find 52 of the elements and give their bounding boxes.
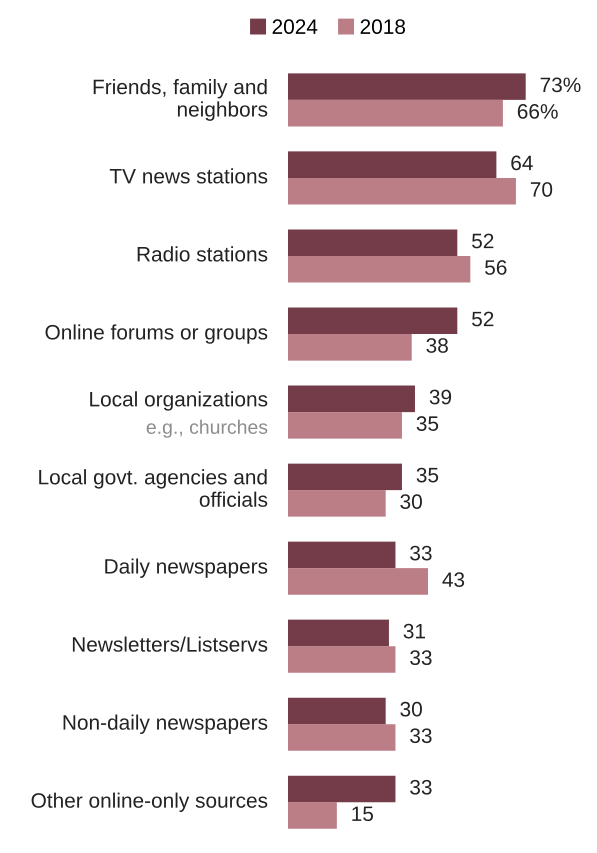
legend-label: 2024	[272, 19, 318, 34]
bar	[288, 256, 470, 283]
bar	[288, 100, 503, 126]
data-label: 66%	[518, 104, 558, 119]
data-label: 35	[416, 468, 438, 482]
data-label: 56	[485, 260, 506, 275]
bar	[288, 776, 396, 802]
bar	[288, 178, 516, 204]
data-label: 70	[530, 182, 552, 197]
bar	[288, 724, 396, 751]
bar	[288, 542, 396, 568]
data-label: 33	[410, 650, 432, 666]
y-tick-label: Local govt. agencies and officials	[39, 469, 268, 507]
bar	[288, 568, 428, 595]
data-label: 35	[416, 416, 438, 431]
y-tick-label: Other online-only sources	[32, 792, 268, 812]
bar	[288, 490, 386, 517]
bar	[288, 334, 412, 361]
bar	[288, 698, 386, 724]
bar	[288, 412, 402, 439]
bar	[288, 620, 389, 646]
bar	[288, 802, 337, 829]
bar	[288, 229, 458, 256]
data-label: 39	[430, 390, 452, 404]
data-label: 30	[400, 494, 422, 509]
bar	[288, 646, 396, 673]
legend-label: 2018	[360, 19, 406, 34]
bar	[288, 308, 458, 334]
data-label: 15	[352, 806, 374, 822]
data-label: 64	[511, 156, 533, 170]
data-label: 52	[472, 234, 494, 248]
data-label: 31	[404, 624, 425, 639]
y-tick-label: Radio stations	[138, 246, 268, 262]
data-label: 30	[400, 702, 422, 717]
data-label: 52	[472, 312, 494, 326]
bar	[288, 386, 415, 412]
y-tick-label: Online forums or groups	[46, 324, 268, 344]
y-tick-label: Friends, family and neighbors	[94, 78, 268, 121]
data-label: 33	[410, 728, 432, 744]
bar	[288, 73, 526, 100]
data-label: 33	[410, 546, 432, 560]
y-tick-label: Local organizations e.g., churches	[90, 391, 268, 438]
data-label: 73%	[540, 77, 581, 92]
y-tick-label: Newsletters/Listservs	[72, 636, 268, 652]
data-label: 43	[442, 572, 464, 588]
y-tick-label: Non-daily newspapers	[64, 714, 268, 734]
y-tick-label: Daily newspapers	[105, 558, 268, 578]
bar	[288, 464, 402, 490]
data-label: 38	[426, 338, 448, 353]
y-tick-label: TV news stations	[110, 168, 268, 184]
data-label: 33	[410, 780, 432, 795]
bar	[288, 151, 496, 178]
